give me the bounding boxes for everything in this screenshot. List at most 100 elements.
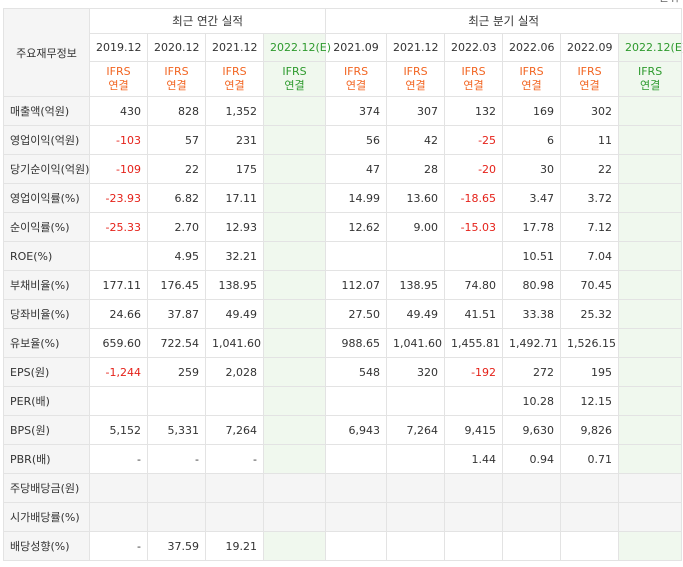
table-cell	[325, 502, 388, 532]
table-cell: 5,152	[89, 415, 148, 445]
table-cell: 37.59	[147, 531, 206, 561]
table-cell	[325, 473, 388, 503]
ifrs-cell: IFRS 연결	[205, 61, 264, 97]
table-cell: 49.49	[205, 299, 264, 329]
table-row: 배당성향(%) -37.59 19.21	[3, 531, 683, 561]
table-cell: 2.70	[147, 212, 206, 242]
table-cell	[618, 241, 683, 271]
row-label: 주당배당금(원)	[3, 473, 90, 503]
table-cell	[618, 299, 683, 329]
row-label: BPS(원)	[3, 415, 90, 445]
table-cell	[325, 444, 388, 474]
table-cell	[618, 212, 683, 242]
period-header: 2021.12	[205, 33, 264, 62]
table-cell: 7.12	[560, 212, 620, 242]
table-row: PER(배) 10.28 12.15	[3, 386, 683, 416]
table-cell	[618, 415, 683, 445]
row-label: 배당성향(%)	[3, 531, 90, 561]
table-cell	[618, 473, 683, 503]
table-cell	[618, 270, 683, 300]
table-cell: 1,455.81	[444, 328, 504, 358]
table-cell: 33.38	[502, 299, 562, 329]
table-cell: 0.71	[560, 444, 620, 474]
table-cell: 307	[386, 96, 446, 126]
table-cell	[618, 154, 683, 184]
table-cell: 49.49	[386, 299, 446, 329]
table-row: ROE(%) 4.95 32.21 10.51 7.04	[3, 241, 683, 271]
table-cell	[89, 241, 148, 271]
table-cell: 19.21	[205, 531, 264, 561]
ifrs-cell: IFRS 연결	[560, 61, 620, 97]
ifrs-cell: IFRS 연결	[618, 61, 683, 97]
table-cell	[444, 386, 504, 416]
table-cell: 22	[560, 154, 620, 184]
row-label: 당기순이익(억원)	[3, 154, 90, 184]
table-cell: 9.00	[386, 212, 446, 242]
ifrs-label: IFRS	[164, 65, 189, 78]
table-cell	[502, 502, 562, 532]
table-cell	[386, 241, 446, 271]
annual-group-header: 최근 연간 실적	[88, 8, 327, 34]
table-cell: 175	[205, 154, 264, 184]
table-cell: 195	[560, 357, 620, 387]
table-cell: 231	[205, 125, 264, 155]
table-row: 당좌비율(%) 24.66 37.87 49.49 27.50 49.49 41.51 33.…	[3, 299, 683, 329]
table-cell	[262, 502, 327, 532]
table-cell	[618, 531, 683, 561]
table-cell: 25.32	[560, 299, 620, 329]
table-cell	[262, 241, 327, 271]
table-cell	[205, 386, 264, 416]
period-header: 2022.12(E)	[262, 33, 331, 62]
table-cell: 302	[560, 96, 620, 126]
table-cell: 80.98	[502, 270, 562, 300]
table-cell	[147, 502, 206, 532]
table-cell	[89, 386, 148, 416]
table-cell	[618, 96, 683, 126]
ifrs-label: IFRS	[282, 65, 307, 78]
table-cell: 3.72	[560, 183, 620, 213]
table-cell	[444, 473, 504, 503]
table-cell: 177.11	[89, 270, 148, 300]
table-cell: 22	[147, 154, 206, 184]
table-row: 당기순이익(억원) -109 22 175 47 28 -20 30 22	[3, 154, 683, 184]
table-cell: 41.51	[444, 299, 504, 329]
ifrs-label: IFRS	[637, 65, 663, 78]
table-cell	[262, 473, 327, 503]
row-label: PBR(배)	[3, 444, 90, 474]
table-cell: 74.80	[444, 270, 504, 300]
table-cell: 32.21	[205, 241, 264, 271]
table-cell: 1,352	[205, 96, 264, 126]
table-cell: 70.45	[560, 270, 620, 300]
consolidated-label: 연결	[639, 79, 661, 92]
table-cell	[386, 386, 446, 416]
table-cell: -109	[89, 154, 148, 184]
table-cell	[205, 473, 264, 503]
table-cell: 30	[502, 154, 562, 184]
table-cell	[386, 502, 446, 532]
table-cell: 169	[502, 96, 562, 126]
table-cell: 5,331	[147, 415, 206, 445]
row-label: 부채비율(%)	[3, 270, 90, 300]
consolidated-label: 연결	[166, 79, 187, 92]
row-label: 영업이익(억원)	[3, 125, 90, 155]
period-header: 2022.09	[560, 33, 620, 62]
table-cell: 24.66	[89, 299, 148, 329]
table-row: 영업이익률(%) -23.93 6.82 17.11 14.99 13.60 -18.65 3…	[3, 183, 683, 213]
table-cell: 1,492.71	[502, 328, 562, 358]
row-label: 영업이익률(%)	[3, 183, 90, 213]
row-label: 당좌비율(%)	[3, 299, 90, 329]
table-cell: 10.28	[502, 386, 562, 416]
table-cell	[262, 96, 327, 126]
table-cell: 37.87	[147, 299, 206, 329]
table-cell	[502, 473, 562, 503]
ifrs-label: IFRS	[343, 65, 369, 78]
table-row: 부채비율(%) 177.11 176.45 138.95 112.07 138.95 74.…	[3, 270, 683, 300]
table-cell: -	[147, 444, 206, 474]
table-cell	[560, 502, 620, 532]
table-cell: 1.44	[444, 444, 504, 474]
table-cell	[262, 531, 327, 561]
label-column-header: 주요재무정보	[3, 8, 90, 97]
table-row: 주당배당금(원)	[3, 473, 683, 503]
table-cell	[386, 473, 446, 503]
ifrs-label: IFRS	[106, 65, 131, 78]
